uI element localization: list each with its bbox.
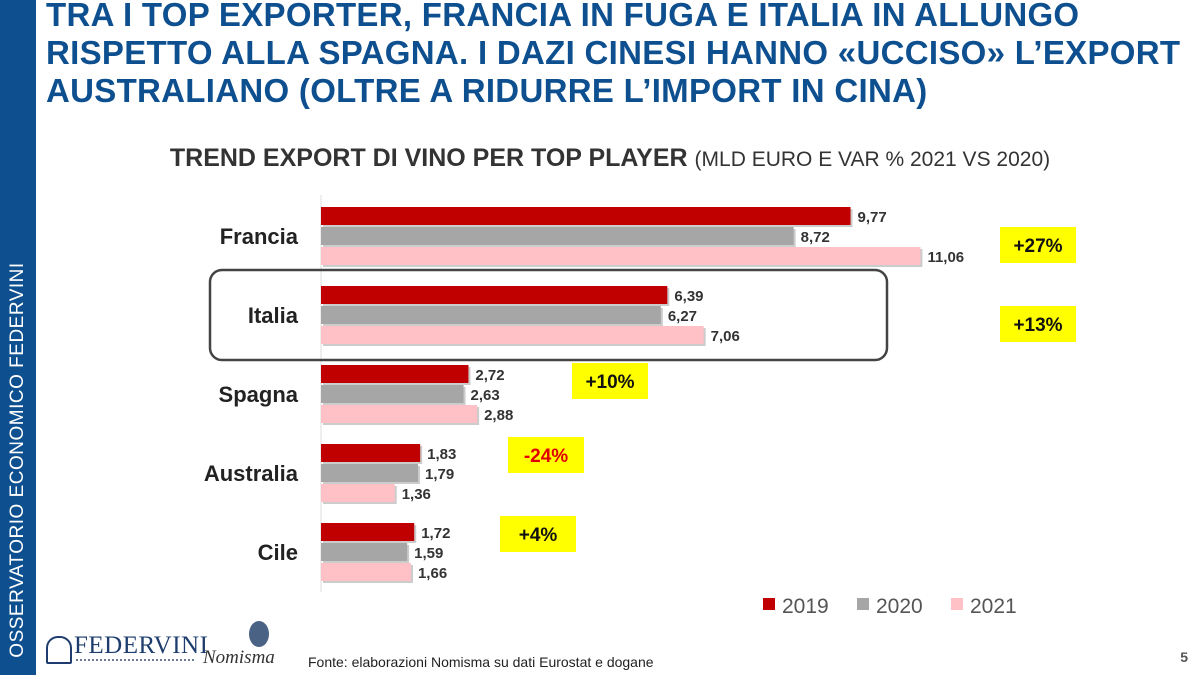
category-label: Italia [248,303,299,328]
variation-label: +4% [519,525,558,546]
chart-title: TREND EXPORT DI VINO PER TOP PLAYER (MLD… [0,144,1200,173]
data-label: 7,06 [711,328,740,345]
bar-2019-spagna [321,365,469,383]
variation-label: -24% [524,446,568,467]
data-label: 1,72 [421,525,450,542]
data-label: 1,59 [414,545,443,562]
data-label: 1,36 [402,486,431,503]
variation-badge [572,363,648,399]
bar-2019-cile [321,523,415,541]
sidebar: OSSERVATORIO ECONOMICO FEDERVINI [0,0,36,675]
data-label: 11,06 [927,249,964,266]
variation-badge [1000,306,1076,342]
category-label: Cile [258,540,298,565]
federvini-emblem-icon [46,636,72,664]
bar-2020-cile [321,543,408,561]
data-label: 1,66 [418,565,447,582]
legend-label-2019: 2019 [782,595,829,618]
page-number: 5 [1180,649,1188,665]
variation-badge [1000,227,1076,263]
variation-label: +13% [1013,315,1062,336]
bar-2019-italia [321,286,668,304]
nomisma-logo: Nomisma [203,621,293,669]
slide-title: TRA I TOP EXPORTER, FRANCIA IN FUGA E IT… [46,0,1181,109]
category-label: Spagna [219,382,299,407]
category-label: Francia [220,224,299,249]
data-label: 9,77 [858,209,887,226]
data-label: 2,88 [484,407,513,424]
bar-2021-spagna [321,405,478,423]
data-label: 8,72 [801,229,830,246]
bar-2021-cile [321,563,411,581]
variation-badge [508,437,584,473]
data-label: 1,83 [427,446,456,463]
chart-title-units: (MLD EURO E VAR % 2021 VS 2020) [694,148,1051,171]
bar-2020-australia [321,464,419,482]
bar-2021-italia [321,326,704,344]
federvini-logo-text: FEDERVINI [74,632,209,659]
source-note: Fonte: elaborazioni Nomisma su dati Euro… [308,654,654,670]
variation-label: +27% [1013,236,1062,257]
bar-2021-australia [321,484,395,502]
variation-badge [500,516,576,552]
bar-2020-spagna [321,385,464,403]
legend-label-2021: 2021 [970,595,1017,618]
legend-swatch-2021 [951,598,963,610]
nomisma-logo-text: Nomisma [203,647,275,668]
legend-swatch-2019 [763,598,775,610]
bar-2021-francia [321,247,921,265]
bar-2019-francia [321,207,851,225]
bar-2020-francia [321,227,794,245]
data-label: 6,27 [668,308,697,325]
legend-label-2020: 2020 [876,595,923,618]
federvini-tagline [76,659,194,667]
legend-swatch-2020 [857,598,869,610]
highlight-frame [208,268,889,362]
data-label: 1,79 [425,466,454,483]
nomisma-seal-icon [249,621,269,647]
data-label: 6,39 [674,288,703,305]
category-label: Australia [204,461,299,486]
bar-2019-australia [321,444,421,462]
federvini-logo: FEDERVINI [46,632,208,670]
data-label: 2,63 [471,387,500,404]
data-label: 2,72 [475,367,504,384]
bar-2020-italia [321,306,661,324]
variation-label: +10% [585,372,634,393]
chart-title-main: TREND EXPORT DI VINO PER TOP PLAYER [169,144,688,172]
